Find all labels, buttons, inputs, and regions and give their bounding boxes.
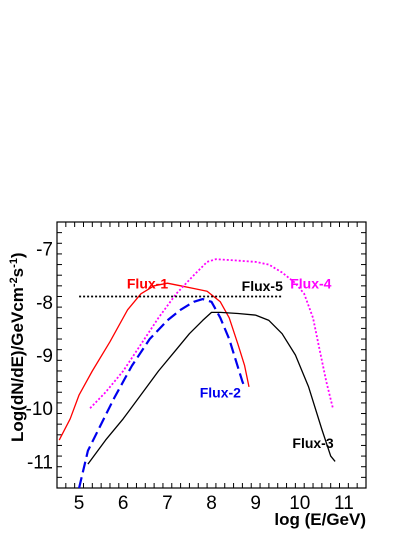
series-flux-3-line (87, 311, 336, 465)
series-flux-3-label: Flux-3 (292, 435, 333, 451)
x-tick-label: 10 (289, 493, 310, 514)
series-flux-1-line (58, 282, 250, 441)
x-tick-label: 11 (334, 493, 354, 514)
series-flux-4-label: Flux-4 (290, 276, 331, 292)
x-tick-label: 9 (250, 493, 261, 514)
series-flux-1-label: Flux-1 (127, 276, 168, 292)
y-axis-title: Log(dN/dE)/GeVcm-2s-1) (8, 252, 27, 442)
series-flux-2-line (78, 298, 246, 489)
series-flux-2-label: Flux-2 (200, 385, 241, 401)
series-group (58, 258, 336, 489)
y-tick-label: -11 (27, 452, 53, 473)
series-labels: Flux-1 Flux-2 Flux-3 Flux-4 Flux-5 (127, 276, 334, 452)
plot-frame (56, 221, 367, 489)
axis-ticks (56, 221, 367, 489)
series-flux-4-line (89, 258, 334, 409)
y-tick-label: -7 (36, 240, 53, 261)
x-axis-title: log (E/GeV) (274, 510, 366, 529)
x-tick-label: 7 (162, 493, 173, 514)
tick-labels: 5 6 7 8 9 10 11 -7 -8 -9 -10 -11 (26, 240, 354, 514)
y-tick-label: -9 (36, 346, 53, 367)
x-tick-label: 8 (206, 493, 217, 514)
series-flux-5-label: Flux-5 (242, 278, 283, 294)
x-tick-label: 6 (118, 493, 129, 514)
x-tick-label: 5 (74, 493, 85, 514)
y-tick-label: -10 (26, 399, 53, 420)
y-tick-label: -8 (36, 293, 53, 314)
